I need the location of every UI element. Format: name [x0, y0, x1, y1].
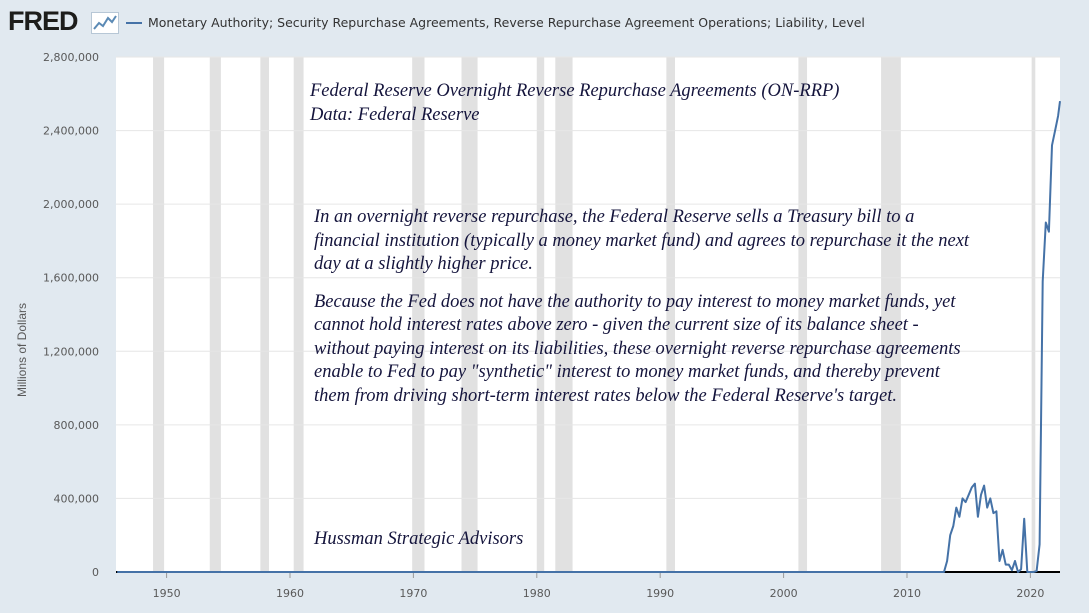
chart-header: FRED Monetary Authority; Security Repurc… [0, 0, 1089, 50]
y-tick-label: 2,000,000 [43, 198, 99, 211]
recession-band [260, 57, 270, 572]
y-tick-label: 2,800,000 [43, 51, 99, 64]
recession-band [666, 57, 675, 572]
legend-swatch [126, 22, 142, 24]
recession-band [412, 57, 425, 572]
annotation-paragraph-1: In an overnight reverse repurchase, the … [314, 207, 970, 274]
annotation-title-line1: Federal Reserve Overnight Reverse Repurc… [310, 81, 840, 101]
x-tick-label: 1970 [399, 587, 427, 600]
plot-background [116, 57, 1060, 572]
recession-band [153, 57, 165, 572]
fred-logo[interactable]: FRED [8, 6, 78, 36]
annotation-title: Federal Reserve Overnight Reverse Repurc… [310, 80, 910, 127]
annotation-title-line2: Data: Federal Reserve [310, 104, 480, 125]
gridlines [116, 56, 1060, 499]
x-tick-label: 2010 [893, 587, 921, 600]
logo-icon-line [93, 15, 117, 30]
series-line [117, 100, 1061, 573]
series [117, 100, 1061, 573]
annotation-credit: Hussman Strategic Advisors [314, 529, 524, 549]
annotation-body: In an overnight reverse repurchase, the … [314, 206, 974, 422]
y-tick-label: 0 [92, 566, 99, 579]
legend-label[interactable]: Monetary Authority; Security Repurchase … [148, 15, 865, 30]
x-tick-label: 1950 [153, 587, 181, 600]
annotation-paragraph-2: Because the Fed does not have the author… [314, 291, 961, 406]
y-tick-label: 800,000 [54, 419, 100, 432]
x-tick-label: 1980 [523, 587, 551, 600]
recession-band [209, 57, 221, 572]
y-tick-label: 1,200,000 [43, 345, 99, 358]
x-tick-label: 1990 [646, 587, 674, 600]
recession-band [1031, 57, 1036, 572]
x-tick-labels: 1950 1960 1970 1980 1990 2000 2010 2020 [153, 572, 1044, 600]
y-tick-label: 400,000 [54, 492, 100, 505]
recession-band [555, 57, 573, 572]
y-tick-label: 1,600,000 [43, 272, 99, 285]
chart-line-icon [91, 12, 119, 34]
recession-band [536, 57, 545, 572]
recession-band [798, 57, 808, 572]
x-tick-label: 1960 [276, 587, 304, 600]
x-tick-label: 2020 [1016, 587, 1044, 600]
recession-shading [153, 57, 1036, 572]
recession-band [293, 57, 304, 572]
x-tick-label: 2000 [770, 587, 798, 600]
recession-band [881, 57, 901, 572]
y-tick-labels: 0 400,000 800,000 1,200,000 1,600,000 2,000,0… [43, 51, 99, 579]
y-tick-label: 2,400,000 [43, 125, 99, 138]
recession-band [461, 57, 478, 572]
